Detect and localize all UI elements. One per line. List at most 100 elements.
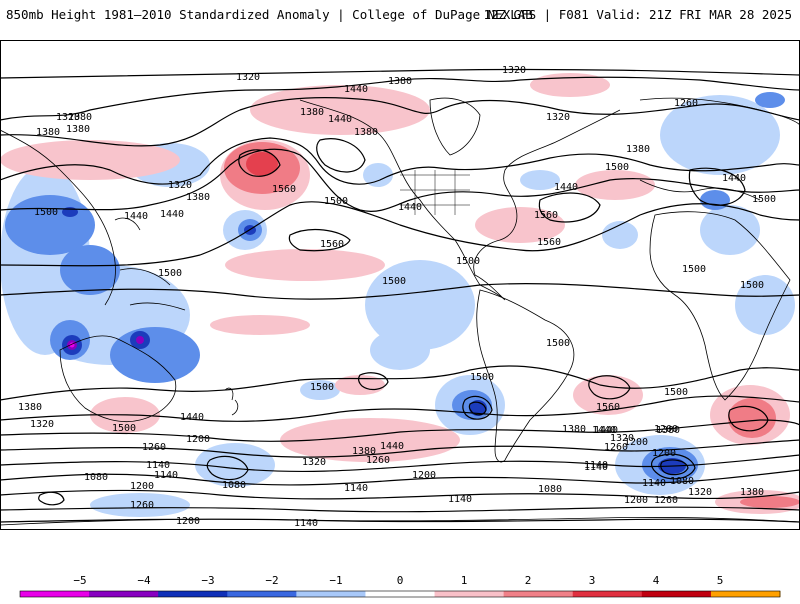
color-scale-tick: −3	[201, 574, 214, 587]
contour-label: 1260	[604, 442, 628, 453]
color-scale-tick: 0	[397, 574, 404, 587]
contour-label: 1080	[84, 472, 108, 483]
contour-label: 1200	[186, 434, 210, 445]
contour-label: 1500	[158, 268, 182, 279]
contour-label: 1440	[124, 211, 148, 222]
color-scale-tick: −1	[329, 574, 342, 587]
color-scale-outline	[19, 590, 781, 598]
color-scale-swatch	[710, 591, 781, 597]
contour-label: 1500	[456, 256, 480, 267]
color-scale-swatch	[296, 591, 366, 597]
contour-label: 1500	[740, 280, 764, 291]
header-bar: 850mb Height 1981–2010 Standardized Anom…	[0, 0, 800, 32]
contour-label: 1260	[654, 495, 678, 506]
contour-label: 1440	[592, 425, 616, 436]
model-run-info: 12Z GFS | F081 Valid: 21Z FRI MAR 28 202…	[483, 7, 792, 22]
contour-label: 1500	[605, 162, 629, 173]
contour-label: 1140	[584, 462, 608, 473]
contour-label: 1500	[470, 372, 494, 383]
contour-label: 1500	[382, 276, 406, 287]
contour-label: 1380	[352, 446, 376, 457]
anomaly-shading	[0, 73, 800, 517]
contour-label: 1260	[674, 98, 698, 109]
contour-label: 1200	[176, 516, 200, 527]
color-scale-tick: 3	[589, 574, 596, 587]
contour-label: 1320	[546, 112, 570, 123]
contour-label: 1380	[36, 127, 60, 138]
contour-label: 1320	[688, 487, 712, 498]
contour-label: 1260	[130, 500, 154, 511]
contour-label: 1320	[168, 180, 192, 191]
contour-label: 1200	[130, 481, 154, 492]
contour-label: 1440	[398, 202, 422, 213]
contour-label: 1440	[594, 425, 618, 436]
color-scale-swatch	[89, 591, 159, 597]
contour-label: 1320	[610, 433, 634, 444]
color-scale-swatch	[572, 591, 643, 597]
contour-label: 1140	[642, 478, 666, 489]
contour-label: 1380	[68, 112, 92, 123]
color-scale-tick: 5	[717, 574, 724, 587]
contour-label: 1500	[664, 387, 688, 398]
color-scale-tick: 4	[653, 574, 660, 587]
contour-label: 1440	[180, 412, 204, 423]
contour-label: 1320	[502, 65, 526, 76]
contour-label: 1440	[160, 209, 184, 220]
contour-label: 1500	[752, 194, 776, 205]
height-contours	[0, 68, 800, 523]
color-scale-tick: −4	[137, 574, 151, 587]
contour-label: 1560	[534, 210, 558, 221]
contour-label: 1080	[538, 484, 562, 495]
contour-label: 1140	[344, 483, 368, 494]
contour-label: 1380	[354, 127, 378, 138]
map-title: 850mb Height 1981–2010 Standardized Anom…	[6, 7, 533, 22]
contour-label: 1560	[596, 402, 620, 413]
contour-label: 1320	[56, 112, 80, 123]
contour-label: 1500	[324, 196, 348, 207]
color-scale-tick: 1	[461, 574, 468, 587]
contour-label: 1080	[222, 480, 246, 491]
contour-label: 1500	[546, 338, 570, 349]
contour-label: 1380	[186, 192, 210, 203]
contour-label: 1200	[412, 470, 436, 481]
contour-label: 1560	[320, 239, 344, 250]
contour-label: 1380	[66, 124, 90, 135]
contour-label: 1500	[682, 264, 706, 275]
contour-label: 1380	[18, 402, 42, 413]
color-scale-swatch	[434, 591, 505, 597]
color-scale-ticks: −5 −4 −3 −2 −1 0 1 2 3 4 5	[73, 574, 723, 587]
contour-label: 1440	[722, 173, 746, 184]
color-scale-swatch	[365, 591, 436, 597]
color-scale-swatch	[503, 591, 574, 597]
color-scale-legend: −5 −4 −3 −2 −1 0 1 2 3 4 5	[0, 566, 800, 600]
contour-label: 1440	[554, 182, 578, 193]
color-scale-swatch	[227, 591, 297, 597]
contour-label: 1200	[654, 424, 678, 435]
contour-label: 1380	[388, 76, 412, 87]
contour-label: 1320	[236, 72, 260, 83]
contour-label: 1500	[310, 382, 334, 393]
contour-label: 1380	[562, 424, 586, 435]
contour-label: 1140	[146, 460, 170, 471]
contour-label: 1380	[740, 487, 764, 498]
contour-label: 1080	[670, 476, 694, 487]
color-scale-tick: −2	[265, 574, 278, 587]
contour-label: 1500	[112, 423, 136, 434]
contour-label: 1260	[142, 442, 166, 453]
contour-label: 1200	[624, 437, 648, 448]
contour-label: 1380	[300, 107, 324, 118]
contour-label: 1200	[652, 448, 676, 459]
contour-label: 1560	[537, 237, 561, 248]
contour-label: 1440	[344, 84, 368, 95]
contour-label: 1380	[626, 144, 650, 155]
contour-label: 1140	[294, 518, 318, 529]
contour-label: 1140	[448, 494, 472, 505]
color-scale-swatch	[20, 591, 90, 597]
color-scale-tick: −5	[73, 574, 86, 587]
anomaly-map: 1320 1380 1320 1380 1440 1380 1320 1560 …	[0, 40, 800, 530]
contour-label: 1320	[30, 419, 54, 430]
contour-label: 1140	[154, 470, 178, 481]
color-scale-tick: 2	[525, 574, 532, 587]
contour-label: 1440	[328, 114, 352, 125]
contour-label: 1500	[34, 207, 58, 218]
